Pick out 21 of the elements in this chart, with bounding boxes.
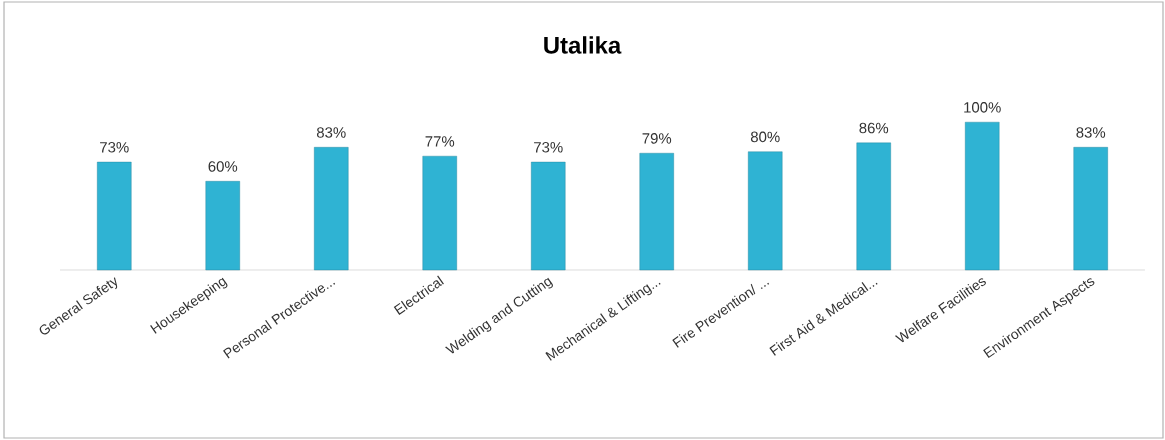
bar: [639, 153, 674, 271]
bar: [965, 121, 1000, 271]
data-label: 83%: [316, 127, 346, 138]
bar: [205, 181, 240, 271]
bar: [1073, 147, 1108, 271]
data-label: 60%: [208, 161, 238, 172]
data-label: 86%: [859, 122, 889, 134]
data-label: 100%: [964, 102, 1001, 113]
data-label: 79%: [642, 133, 672, 144]
data-label: 83%: [1076, 127, 1106, 138]
data-label: 73%: [100, 141, 129, 153]
bar: [748, 151, 783, 271]
bar: [856, 142, 891, 271]
data-label: 73%: [534, 141, 563, 153]
bar: [97, 161, 132, 271]
data-label: 80%: [750, 131, 780, 143]
chart-title: Utalika: [544, 36, 622, 54]
data-label: 77%: [425, 136, 455, 147]
bar: [422, 155, 457, 271]
bar: [314, 147, 349, 271]
bar: [531, 161, 566, 271]
